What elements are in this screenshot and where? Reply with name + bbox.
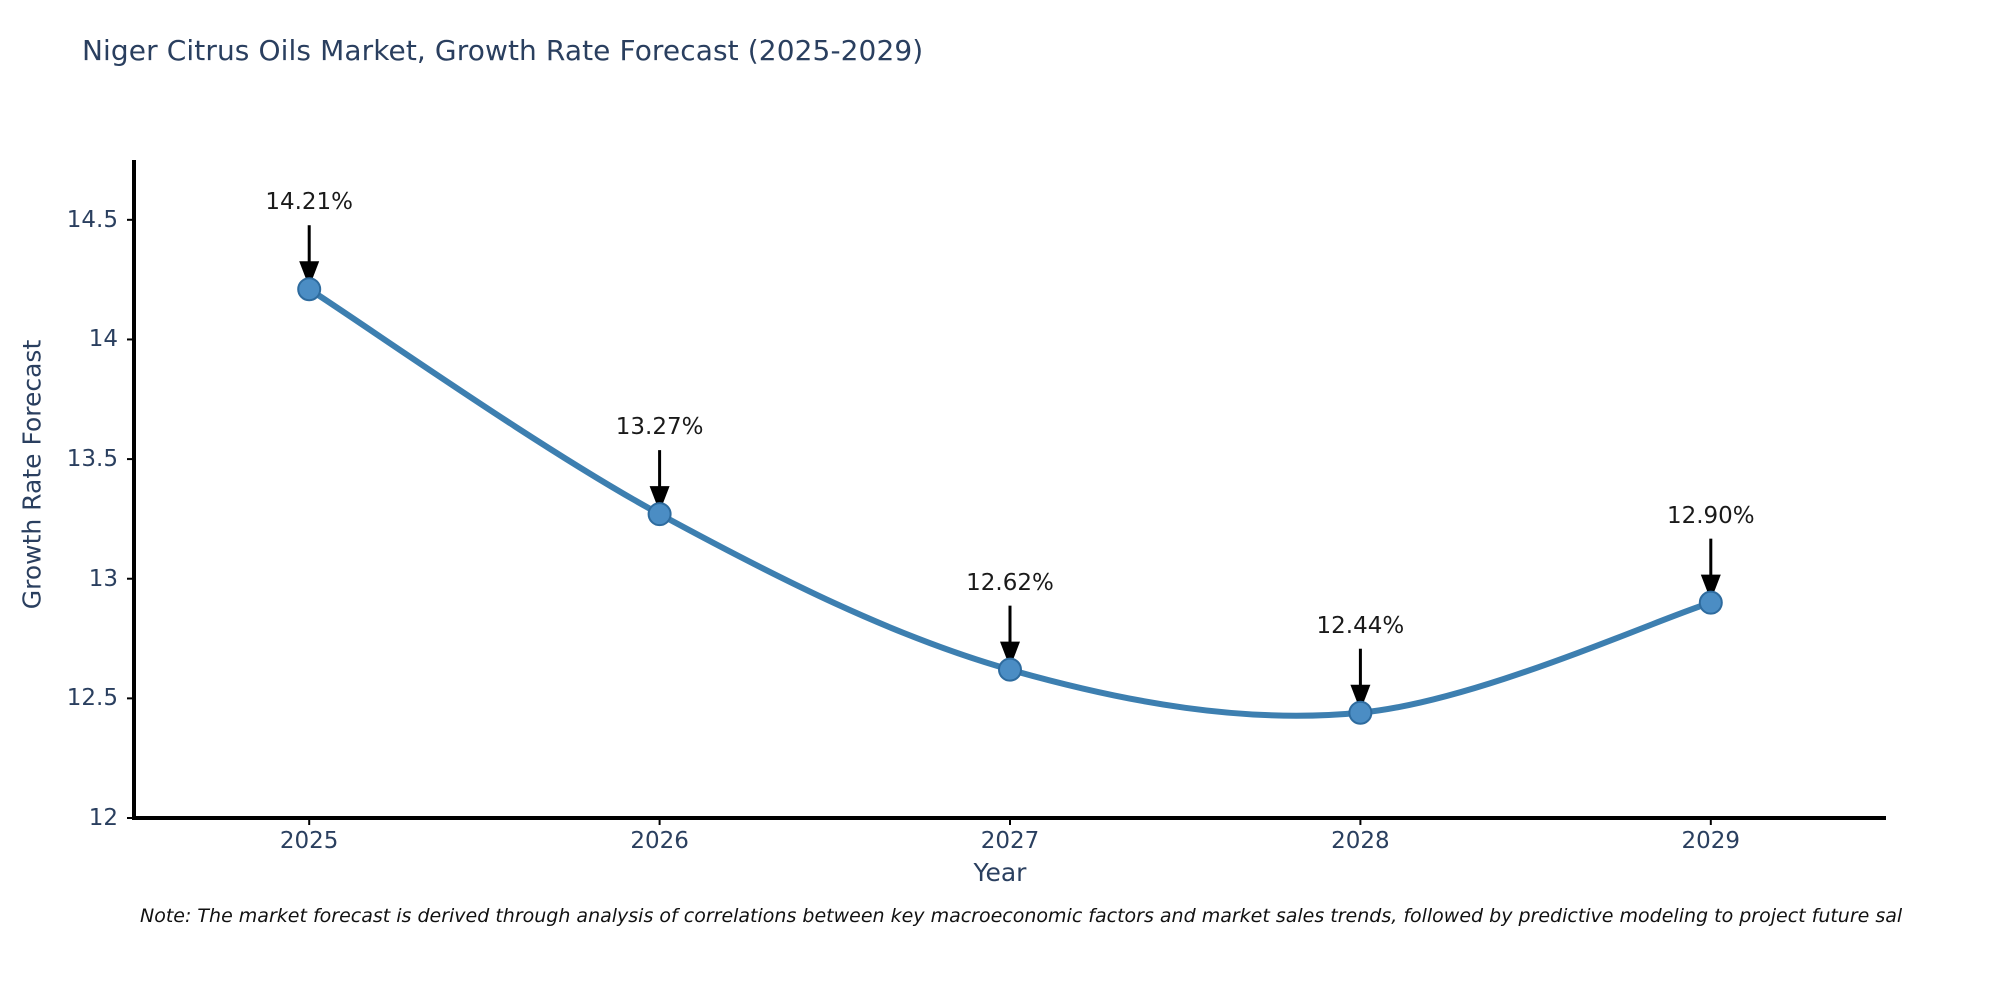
- y-axis-tick-label: 13.5: [66, 446, 118, 473]
- x-axis-tick-label: 2028: [1331, 828, 1390, 854]
- data-point-label: 12.90%: [1666, 502, 1755, 529]
- x-axis-title: Year: [973, 858, 1027, 887]
- data-point-label: 13.27%: [615, 414, 704, 441]
- annotation-arrows: [299, 225, 1721, 711]
- y-axis-tick-label: 12.5: [66, 685, 118, 712]
- x-axis-tick-label: 2025: [279, 828, 339, 854]
- y-axis-tick-label: 14: [88, 326, 118, 353]
- data-point-label: 12.44%: [1316, 612, 1405, 639]
- y-axis-tick-label: 12: [88, 805, 118, 831]
- x-axis-tick-label: 2027: [980, 828, 1040, 854]
- y-axis-tick-label: 13: [88, 565, 118, 592]
- y-axis-ticks: 12 12.5 13 13.5 14 14.5: [0, 0, 118, 1000]
- data-point-label: 12.62%: [966, 569, 1054, 596]
- data-markers: [297, 277, 1723, 725]
- y-axis-tick-label: 14.5: [66, 206, 118, 233]
- axis-spines: [127, 160, 1886, 825]
- x-axis-tick-label: 2026: [630, 828, 689, 854]
- chart-title: Niger Citrus Oils Market, Growth Rate Fo…: [82, 34, 924, 67]
- chart-footnote: Note: The market forecast is derived thr…: [140, 905, 1903, 927]
- data-point-label: 14.21%: [265, 189, 354, 216]
- x-axis-tick-label: 2029: [1681, 828, 1741, 854]
